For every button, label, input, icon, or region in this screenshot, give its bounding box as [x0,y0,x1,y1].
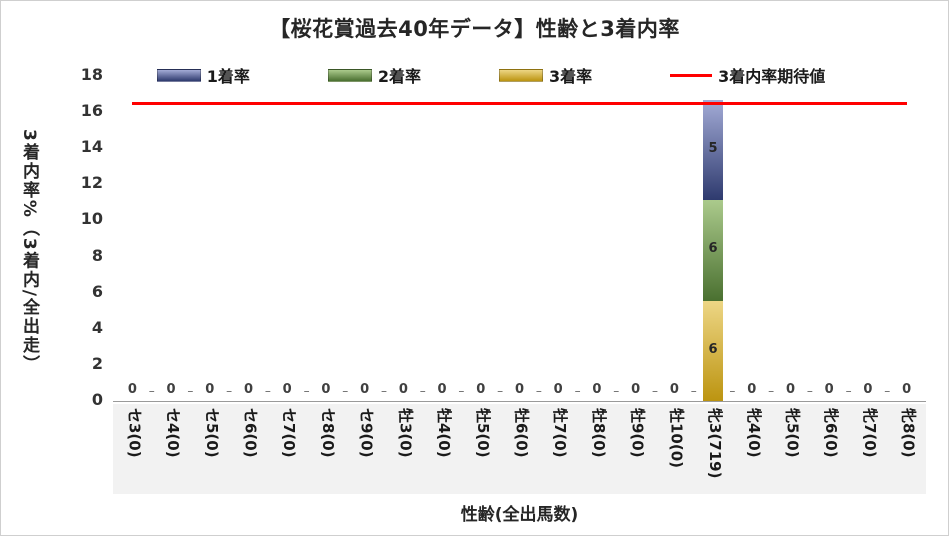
baseline-tick-dash: – [690,384,697,398]
baseline-tick-dash: – [303,384,310,398]
x-category-label: 牝4(0) [744,408,763,458]
x-category-label: 牝8(0) [899,408,918,458]
zero-data-label: 0 [553,382,563,397]
x-category-label: 牝3(719) [706,408,725,479]
zero-data-label: 0 [514,382,525,397]
baseline-tick-dash: – [187,384,194,398]
zero-data-label: 0 [166,382,176,397]
baseline-tick-dash: – [884,384,891,398]
x-category-label: 牡8(0) [589,408,608,458]
x-category-label: セ4(0) [164,408,183,458]
y-tick-label: 2 [91,353,103,373]
zero-data-label: 0 [321,382,331,397]
zero-data-label: 0 [863,382,873,397]
y-tick-label: 4 [91,317,103,337]
x-category-label: セ8(0) [318,408,337,458]
chart-title: 【桜花賞過去40年データ】性齢と3着内率 [269,17,680,41]
x-category-label: セ3(0) [125,408,144,458]
1着率-data-label: 5 [708,141,718,157]
3着内率期待値-line-marker-icon [670,73,713,77]
x-category-label: 牝7(0) [860,408,879,458]
3着率-data-label: 6 [708,341,718,357]
x-category-label: セ7(0) [280,408,299,458]
x-category-label: 牡9(0) [628,408,647,458]
category-label-band [113,404,926,494]
legend-label: 1着率 [206,67,250,86]
baseline-tick-dash: – [342,384,349,398]
1着率-bar-segment [703,99,724,201]
y-tick-label: 0 [91,390,103,409]
zero-data-label: 0 [398,382,408,397]
3着率-series-marker-icon [499,68,543,82]
legend: 1着率 2着率 3着率 3着内率期待値 [61,63,921,87]
baseline-tick-dash: – [768,384,775,398]
zero-data-label: 0 [360,382,370,397]
legend-item-4: 3着内率期待値 [670,63,825,87]
legend-item-3: 3着率 [499,63,592,87]
x-category-label: セ6(0) [241,408,260,458]
x-category-label: 牡6(0) [512,408,531,458]
x-category-label: 牡5(0) [473,408,492,458]
baseline-tick-dash: – [497,384,504,398]
zero-data-label: 0 [592,382,602,397]
y-tick-label: 16 [80,101,103,121]
legend-item-2: 2着率 [327,63,421,87]
baseline-tick-dash: – [148,384,155,398]
baseline-tick-dash: – [652,384,658,398]
x-category-label: 牝6(0) [822,408,841,458]
zero-data-label: 0 [243,382,254,397]
legend-label: 3着内率期待値 [718,67,826,86]
zero-data-label: 0 [476,382,486,397]
x-category-label: 牡10(0) [667,408,686,469]
1着率-series-marker-icon [156,68,201,82]
zero-data-label: 0 [631,382,641,397]
zero-data-label: 0 [669,382,679,397]
y-tick-label: 12 [80,173,103,193]
y-tick-label: 18 [80,65,103,84]
y-tick-label: 6 [91,281,103,301]
baseline-tick-dash: – [729,384,736,398]
zero-data-label: 0 [902,382,912,397]
x-axis-line [113,401,926,402]
legend-item-1: 1着率 [156,63,250,87]
x-category-label: 牝5(0) [783,408,802,458]
2着率-bar-segment [703,200,724,301]
y-tick-label: 10 [80,209,103,229]
baseline-tick-dash: – [458,384,465,398]
x-category-label: 牡4(0) [435,408,454,458]
x-category-label: 牡7(0) [551,408,570,458]
baseline-tick-dash: – [806,384,813,398]
legend-label: 3着率 [549,67,593,86]
zero-data-label: 0 [437,382,447,397]
zero-data-label: 0 [747,382,757,397]
y-tick-label: 8 [91,245,103,265]
y-tick-label: 14 [80,137,103,157]
baseline-tick-dash: – [381,384,387,398]
zero-data-label: 0 [824,382,834,397]
zero-data-label: 0 [282,382,292,397]
zero-data-label: 0 [127,382,137,397]
2着率-data-label: 6 [708,241,718,257]
baseline-tick-dash: – [613,384,620,398]
baseline-tick-dash: – [535,384,542,398]
baseline-tick-dash: – [419,384,426,398]
zero-data-label: 0 [205,382,215,397]
2着率-series-marker-icon [327,68,372,82]
x-category-label: セ5(0) [202,408,221,458]
baseline-tick-dash: – [264,384,271,398]
x-category-label: セ9(0) [357,408,376,458]
baseline-tick-dash: – [226,384,233,398]
baseline-tick-dash: – [845,384,852,398]
baseline-tick-dash: – [574,384,581,398]
x-axis-title: 性齢(全出馬数) [460,505,579,525]
y-axis-title: 3着内率%（3着内/全出走） [19,128,39,374]
expected-value-line [132,101,907,105]
legend-label: 2着率 [377,67,421,86]
x-category-label: 牡3(0) [396,408,415,458]
zero-data-label: 0 [785,382,796,397]
3着率-bar-segment [703,300,724,401]
